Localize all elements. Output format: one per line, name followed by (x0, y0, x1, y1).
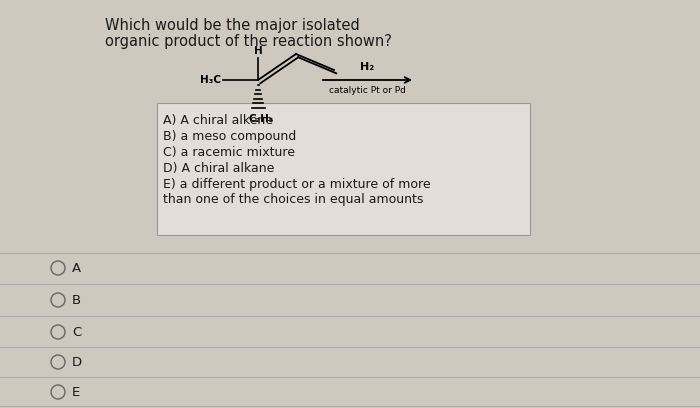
Text: C₂H₅: C₂H₅ (248, 114, 274, 124)
Text: B) a meso compound: B) a meso compound (163, 130, 296, 143)
Text: than one of the choices in equal amounts: than one of the choices in equal amounts (163, 193, 424, 206)
Text: C) a racemic mixture: C) a racemic mixture (163, 146, 295, 159)
Text: D: D (72, 355, 82, 368)
Text: catalytic Pt or Pd: catalytic Pt or Pd (329, 86, 406, 95)
Text: B: B (72, 293, 81, 306)
Text: C: C (72, 326, 81, 339)
Text: H₂: H₂ (360, 62, 374, 72)
Text: A) A chiral alkene: A) A chiral alkene (163, 114, 273, 127)
Text: H₃C: H₃C (200, 75, 221, 85)
FancyBboxPatch shape (157, 103, 530, 235)
Text: Which would be the major isolated: Which would be the major isolated (105, 18, 360, 33)
Text: E: E (72, 386, 80, 399)
Text: E) a different product or a mixture of more: E) a different product or a mixture of m… (163, 178, 430, 191)
Text: H: H (253, 46, 262, 56)
Text: A: A (72, 262, 81, 275)
Text: organic product of the reaction shown?: organic product of the reaction shown? (105, 34, 392, 49)
Text: D) A chiral alkane: D) A chiral alkane (163, 162, 274, 175)
